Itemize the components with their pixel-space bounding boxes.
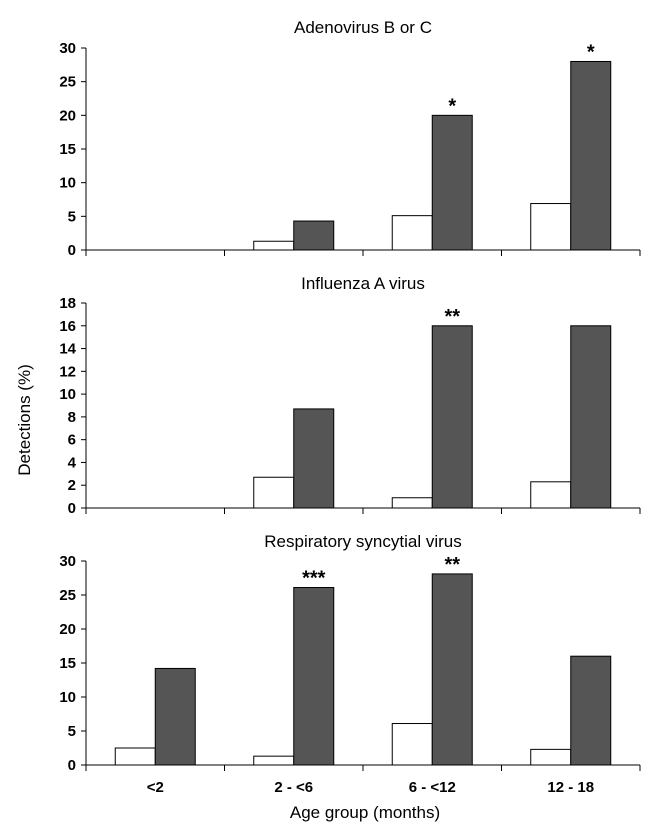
bar-series-1 <box>530 481 572 509</box>
bar-series-1 <box>391 215 433 251</box>
y-tick-label: 5 <box>68 723 76 740</box>
y-tick-label: 16 <box>59 318 76 335</box>
y-axis-label: Detections (%) <box>15 364 34 475</box>
bar-series-2 <box>570 325 612 509</box>
x-category-label: <2 <box>147 779 164 796</box>
panel-title: Adenovirus B or C <box>294 18 432 37</box>
bar-series-2 <box>570 655 612 766</box>
y-tick-label: 2 <box>68 477 76 494</box>
x-category-label: 6 - <12 <box>409 779 456 796</box>
x-axis-label: Age group (months) <box>290 803 440 822</box>
bar-series-2 <box>431 325 473 509</box>
bar-series-2 <box>293 220 335 251</box>
y-tick-label: 0 <box>68 242 76 259</box>
bar-series-2 <box>570 60 612 251</box>
bar-series-1 <box>530 203 572 251</box>
significance-marker: *** <box>302 568 326 590</box>
bar-series-1 <box>114 747 156 766</box>
y-tick-label: 25 <box>59 74 76 91</box>
y-tick-label: 10 <box>59 386 76 403</box>
y-tick-label: 15 <box>59 655 76 672</box>
y-tick-label: 14 <box>59 341 76 358</box>
bar-series-1 <box>253 476 295 509</box>
y-tick-label: 0 <box>68 500 76 517</box>
panel-title: Influenza A virus <box>301 274 425 293</box>
significance-marker: * <box>448 95 456 117</box>
y-tick-label: 4 <box>68 454 77 471</box>
y-tick-label: 15 <box>59 141 76 158</box>
y-tick-label: 30 <box>59 553 76 570</box>
x-category-label: 2 - <6 <box>274 779 313 796</box>
bar-series-1 <box>253 755 295 766</box>
x-category-label: 12 - 18 <box>547 779 594 796</box>
y-tick-label: 25 <box>59 587 76 604</box>
y-tick-label: 30 <box>59 40 76 57</box>
y-tick-label: 0 <box>68 757 76 774</box>
y-tick-label: 12 <box>59 363 76 380</box>
bar-series-2 <box>293 408 335 509</box>
significance-marker: ** <box>444 306 460 328</box>
y-tick-label: 6 <box>68 432 76 449</box>
bar-series-1 <box>253 240 295 251</box>
bar-series-1 <box>391 497 433 509</box>
y-tick-label: 10 <box>59 689 76 706</box>
bar-series-2 <box>154 667 196 766</box>
y-tick-label: 20 <box>59 621 76 638</box>
significance-marker: * <box>587 41 595 63</box>
y-tick-label: 10 <box>59 175 76 192</box>
bar-series-2 <box>431 114 473 251</box>
bar-series-1 <box>530 748 572 766</box>
bar-series-1 <box>391 723 433 766</box>
y-tick-label: 5 <box>68 208 76 225</box>
y-tick-label: 8 <box>68 409 76 426</box>
panel-title: Respiratory syncytial virus <box>264 532 461 551</box>
y-tick-label: 18 <box>59 295 76 312</box>
bar-series-2 <box>293 587 335 766</box>
significance-marker: ** <box>444 554 460 576</box>
bar-series-2 <box>431 573 473 766</box>
y-tick-label: 20 <box>59 107 76 124</box>
